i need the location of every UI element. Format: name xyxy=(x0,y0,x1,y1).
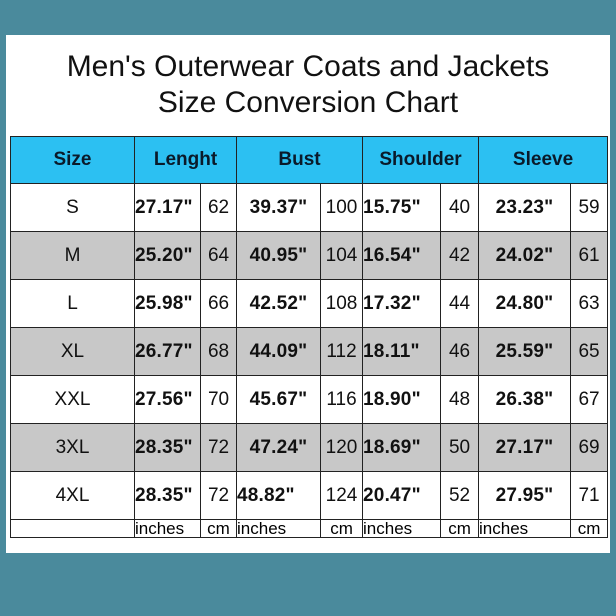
sleeve-inches-cell: 26.38" xyxy=(478,375,572,424)
size-table: Size Lenght Bust Shoulder Sleeve S 27.17… xyxy=(10,136,609,538)
table-row: S 27.17" 62 39.37" 100 15.75" 40 23.23" … xyxy=(10,183,609,232)
shoulder-cm-cell: 48 xyxy=(440,375,480,424)
length-cm-cell: 64 xyxy=(199,231,238,280)
shoulder-inches-cell: 18.69" xyxy=(362,423,442,472)
shoulder-inches-cell: 15.75" xyxy=(362,183,442,232)
length-cm-cell: 62 xyxy=(199,183,238,232)
length-inches-cell: 25.20" xyxy=(134,231,201,280)
size-cell: S xyxy=(10,183,135,232)
bust-cm-cell: 108 xyxy=(320,279,364,328)
shoulder-cm-cell: 50 xyxy=(440,423,480,472)
length-cm-cell: 66 xyxy=(199,279,238,328)
shoulder-cm-cell: 40 xyxy=(440,183,480,232)
table-row: M 25.20" 64 40.95" 104 16.54" 42 24.02" … xyxy=(10,231,609,280)
length-inches-cell: 26.77" xyxy=(134,327,201,376)
chart-title: Men's Outerwear Coats and Jackets Size C… xyxy=(6,49,610,121)
bust-cm-cell: 116 xyxy=(320,375,364,424)
bust-inches-unit: inches xyxy=(236,519,322,538)
header-length: Lenght xyxy=(133,136,238,184)
bust-cm-cell: 124 xyxy=(320,471,364,520)
length-cm-unit: cm xyxy=(199,519,238,538)
bust-inches-cell: 42.52" xyxy=(236,279,322,328)
bust-inches-cell: 40.95" xyxy=(236,231,322,280)
header-row: Size Lenght Bust Shoulder Sleeve xyxy=(10,136,609,184)
shoulder-inches-cell: 18.11" xyxy=(362,327,442,376)
length-cm-cell: 72 xyxy=(199,423,238,472)
shoulder-cm-cell: 52 xyxy=(440,471,480,520)
bust-inches-cell: 39.37" xyxy=(236,183,322,232)
sleeve-cm-cell: 71 xyxy=(570,471,609,520)
table-row: XXL 27.56" 70 45.67" 116 18.90" 48 26.38… xyxy=(10,375,609,424)
units-row: inches cm inches cm inches cm inches cm xyxy=(10,519,609,538)
size-cell: 4XL xyxy=(10,471,135,520)
size-cell: L xyxy=(10,279,135,328)
sleeve-inches-cell: 27.95" xyxy=(478,471,572,520)
shoulder-cm-cell: 42 xyxy=(440,231,480,280)
length-inches-cell: 27.17" xyxy=(134,183,201,232)
length-cm-cell: 70 xyxy=(199,375,238,424)
bust-cm-cell: 112 xyxy=(320,327,364,376)
length-inches-cell: 25.98" xyxy=(134,279,201,328)
sleeve-cm-cell: 65 xyxy=(570,327,609,376)
length-cm-cell: 68 xyxy=(199,327,238,376)
bust-cm-cell: 104 xyxy=(320,231,364,280)
bust-cm-unit: cm xyxy=(320,519,364,538)
shoulder-inches-cell: 20.47" xyxy=(362,471,442,520)
sleeve-inches-unit: inches xyxy=(478,519,572,538)
header-size: Size xyxy=(10,136,135,184)
shoulder-inches-cell: 18.90" xyxy=(362,375,442,424)
units-size-blank xyxy=(10,519,135,538)
size-cell: XXL xyxy=(10,375,135,424)
chart-card: Men's Outerwear Coats and Jackets Size C… xyxy=(6,35,610,553)
shoulder-inches-cell: 17.32" xyxy=(362,279,442,328)
title-line-2: Size Conversion Chart xyxy=(157,86,459,119)
bust-cm-cell: 120 xyxy=(320,423,364,472)
sleeve-inches-cell: 24.02" xyxy=(478,231,572,280)
sleeve-cm-cell: 61 xyxy=(570,231,609,280)
shoulder-cm-cell: 44 xyxy=(440,279,480,328)
table-row: XL 26.77" 68 44.09" 112 18.11" 46 25.59"… xyxy=(10,327,609,376)
table-row: L 25.98" 66 42.52" 108 17.32" 44 24.80" … xyxy=(10,279,609,328)
table-row: 3XL 28.35" 72 47.24" 120 18.69" 50 27.17… xyxy=(10,423,609,472)
bust-inches-cell: 44.09" xyxy=(236,327,322,376)
bust-inches-cell: 48.82" xyxy=(236,471,322,520)
size-cell: XL xyxy=(10,327,135,376)
header-bust: Bust xyxy=(236,136,364,184)
sleeve-inches-cell: 27.17" xyxy=(478,423,572,472)
size-cell: M xyxy=(10,231,135,280)
bust-inches-cell: 45.67" xyxy=(236,375,322,424)
title-line-1: Men's Outerwear Coats and Jackets xyxy=(66,50,550,83)
bust-cm-cell: 100 xyxy=(320,183,364,232)
shoulder-cm-unit: cm xyxy=(440,519,480,538)
length-inches-cell: 28.35" xyxy=(134,471,201,520)
bust-inches-cell: 47.24" xyxy=(236,423,322,472)
shoulder-cm-cell: 46 xyxy=(440,327,480,376)
header-sleeve: Sleeve xyxy=(478,136,609,184)
table-row: 4XL 28.35" 72 48.82" 124 20.47" 52 27.95… xyxy=(10,471,609,520)
sleeve-cm-unit: cm xyxy=(570,519,609,538)
sleeve-inches-cell: 23.23" xyxy=(478,183,572,232)
size-cell: 3XL xyxy=(10,423,135,472)
sleeve-cm-cell: 67 xyxy=(570,375,609,424)
shoulder-inches-unit: inches xyxy=(362,519,442,538)
sleeve-cm-cell: 59 xyxy=(570,183,609,232)
sleeve-inches-cell: 25.59" xyxy=(478,327,572,376)
length-inches-unit: inches xyxy=(134,519,201,538)
length-cm-cell: 72 xyxy=(199,471,238,520)
length-inches-cell: 27.56" xyxy=(134,375,201,424)
sleeve-inches-cell: 24.80" xyxy=(478,279,572,328)
sleeve-cm-cell: 69 xyxy=(570,423,609,472)
sleeve-cm-cell: 63 xyxy=(570,279,609,328)
length-inches-cell: 28.35" xyxy=(134,423,201,472)
shoulder-inches-cell: 16.54" xyxy=(362,231,442,280)
header-shoulder: Shoulder xyxy=(362,136,480,184)
